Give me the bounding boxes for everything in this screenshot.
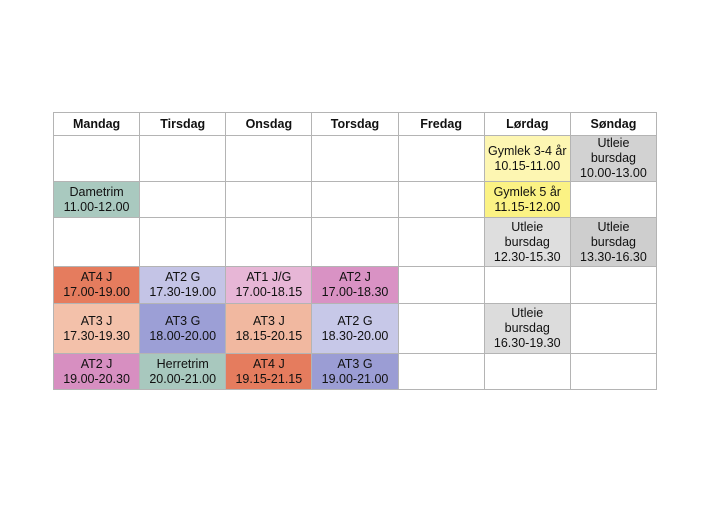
schedule-cell: AT4 J 19.15-21.15 [225, 353, 313, 390]
schedule-cell [139, 135, 227, 182]
schedule-cell [139, 217, 227, 267]
schedule-cell: Gymlek 3-4 år 10.15-11.00 [483, 135, 571, 182]
schedule-cell [483, 266, 571, 304]
schedule-cell [569, 266, 658, 304]
schedule-cell: AT2 J 19.00-20.30 [52, 353, 141, 390]
table-row: AT2 J 19.00-20.30 Herretrim 20.00-21.00 … [52, 353, 658, 390]
schedule-cell [397, 181, 485, 218]
table-row: AT3 J 17.30-19.30 AT3 G 18.00-20.00 AT3 … [52, 303, 658, 354]
schedule-cell: AT2 J 17.00-18.30 [311, 266, 399, 304]
schedule-cell: AT3 J 17.30-19.30 [52, 303, 141, 354]
schedule-cell: AT2 G 17.30-19.00 [139, 266, 227, 304]
schedule-table: Mandag Tirsdag Onsdag Torsdag Fredag Lør… [52, 112, 658, 390]
day-header-torsdag: Torsdag [311, 112, 399, 136]
schedule-cell [397, 266, 485, 304]
day-header-sondag: Søndag [569, 112, 658, 136]
schedule-cell [397, 217, 485, 267]
schedule-cell: AT4 J 17.00-19.00 [52, 266, 141, 304]
schedule-cell: AT3 J 18.15-20.15 [225, 303, 313, 354]
schedule-cell: AT3 G 19.00-21.00 [311, 353, 399, 390]
schedule-cell: Utleie bursdag 12.30-15.30 [483, 217, 571, 267]
schedule-cell [311, 181, 399, 218]
schedule-cell [139, 181, 227, 218]
day-header-onsdag: Onsdag [225, 112, 313, 136]
schedule-cell [397, 303, 485, 354]
header-row: Mandag Tirsdag Onsdag Torsdag Fredag Lør… [52, 112, 658, 136]
schedule-cell [397, 353, 485, 390]
day-header-mandag: Mandag [52, 112, 141, 136]
schedule-cell: Utleie bursdag 10.00-13.00 [569, 135, 658, 182]
schedule-cell: AT3 G 18.00-20.00 [139, 303, 227, 354]
schedule-cell: Utleie bursdag 13.30-16.30 [569, 217, 658, 267]
table-row: Dametrim 11.00-12.00 Gymlek 5 år 11.15-1… [52, 181, 658, 218]
schedule-cell [569, 303, 658, 354]
day-header-fredag: Fredag [397, 112, 485, 136]
schedule-cell [225, 181, 313, 218]
schedule-cell: Utleie bursdag 16.30-19.30 [483, 303, 571, 354]
schedule-cell: AT1 J/G 17.00-18.15 [225, 266, 313, 304]
schedule-cell [483, 353, 571, 390]
schedule-cell [225, 135, 313, 182]
schedule-cell [569, 181, 658, 218]
schedule-cell: Gymlek 5 år 11.15-12.00 [483, 181, 571, 218]
table-row: AT4 J 17.00-19.00 AT2 G 17.30-19.00 AT1 … [52, 266, 658, 304]
table-row: Gymlek 3-4 år 10.15-11.00 Utleie bursdag… [52, 135, 658, 182]
schedule-cell [52, 135, 141, 182]
table-row: Utleie bursdag 12.30-15.30 Utleie bursda… [52, 217, 658, 267]
schedule-cell [311, 135, 399, 182]
schedule-cell [311, 217, 399, 267]
schedule-cell: AT2 G 18.30-20.00 [311, 303, 399, 354]
day-header-tirsdag: Tirsdag [139, 112, 227, 136]
schedule-cell: Dametrim 11.00-12.00 [52, 181, 141, 218]
schedule-cell [52, 217, 141, 267]
schedule-cell [569, 353, 658, 390]
schedule-cell [397, 135, 485, 182]
schedule-cell: Herretrim 20.00-21.00 [139, 353, 227, 390]
schedule-cell [225, 217, 313, 267]
day-header-lordag: Lørdag [483, 112, 571, 136]
